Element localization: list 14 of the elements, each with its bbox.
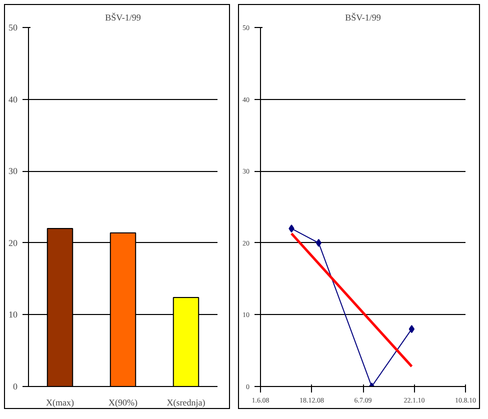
chart-title: BŠV-1/99 xyxy=(345,12,382,22)
y-tick-label: 30 xyxy=(8,166,18,176)
point xyxy=(316,238,322,247)
y-tick-label: 20 xyxy=(8,238,18,248)
point xyxy=(288,224,294,233)
x-tick-label: X(90%) xyxy=(108,398,138,408)
x-tick-label: X(max) xyxy=(46,398,74,408)
x-tick-label: X(srednja) xyxy=(166,398,206,408)
chart-title: BŠV-1/99 xyxy=(105,12,142,22)
y-tick-label: 40 xyxy=(8,94,18,104)
y-tick-label: 50 xyxy=(8,22,18,32)
point xyxy=(408,325,415,334)
y-tick-label: 0 xyxy=(13,382,18,392)
y-tick-label: 10 xyxy=(8,310,18,320)
